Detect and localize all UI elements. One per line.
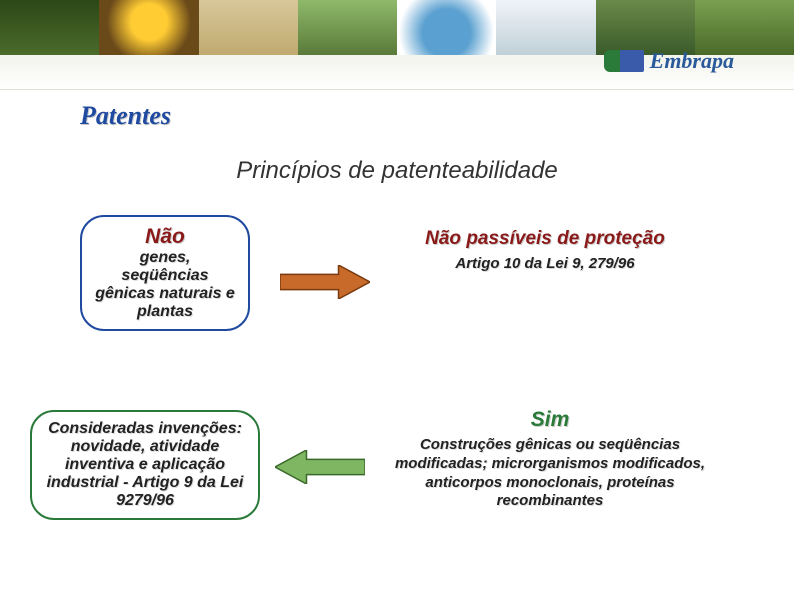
box-consideradas-body: Consideradas invenções: novidade, ativid… bbox=[44, 420, 246, 510]
subtitle: Princípios de patenteabilidade bbox=[20, 157, 774, 185]
box-sim-body: Construções gênicas ou seqüências modifi… bbox=[372, 436, 728, 511]
embrapa-logo-icon bbox=[604, 50, 644, 72]
box-nao-header: Não bbox=[94, 225, 236, 249]
box-nao-passiveis-header: Não passíveis de proteção bbox=[407, 228, 683, 250]
header-banner: Embrapa bbox=[0, 0, 794, 90]
banner-image-strip bbox=[0, 0, 794, 55]
section-title: Patentes bbox=[80, 101, 774, 131]
box-nao-passiveis: Não passíveis de proteção Artigo 10 da L… bbox=[395, 220, 695, 281]
arrow-right-icon bbox=[280, 265, 370, 299]
embrapa-logo-text: Embrapa bbox=[650, 48, 734, 74]
box-sim-header: Sim bbox=[372, 408, 728, 432]
box-nao-body: genes, seqüências gênicas naturais e pla… bbox=[94, 249, 236, 321]
box-nao-passiveis-body: Artigo 10 da Lei 9, 279/96 bbox=[407, 256, 683, 273]
box-consideradas: Consideradas invenções: novidade, ativid… bbox=[30, 410, 260, 520]
box-sim: Sim Construções gênicas ou seqüências mo… bbox=[360, 400, 740, 519]
arrow-left-icon bbox=[275, 450, 365, 484]
embrapa-logo: Embrapa bbox=[604, 48, 734, 74]
slide-content: Patentes Princípios de patenteabilidade bbox=[0, 95, 794, 185]
box-nao: Não genes, seqüências gênicas naturais e… bbox=[80, 215, 250, 331]
